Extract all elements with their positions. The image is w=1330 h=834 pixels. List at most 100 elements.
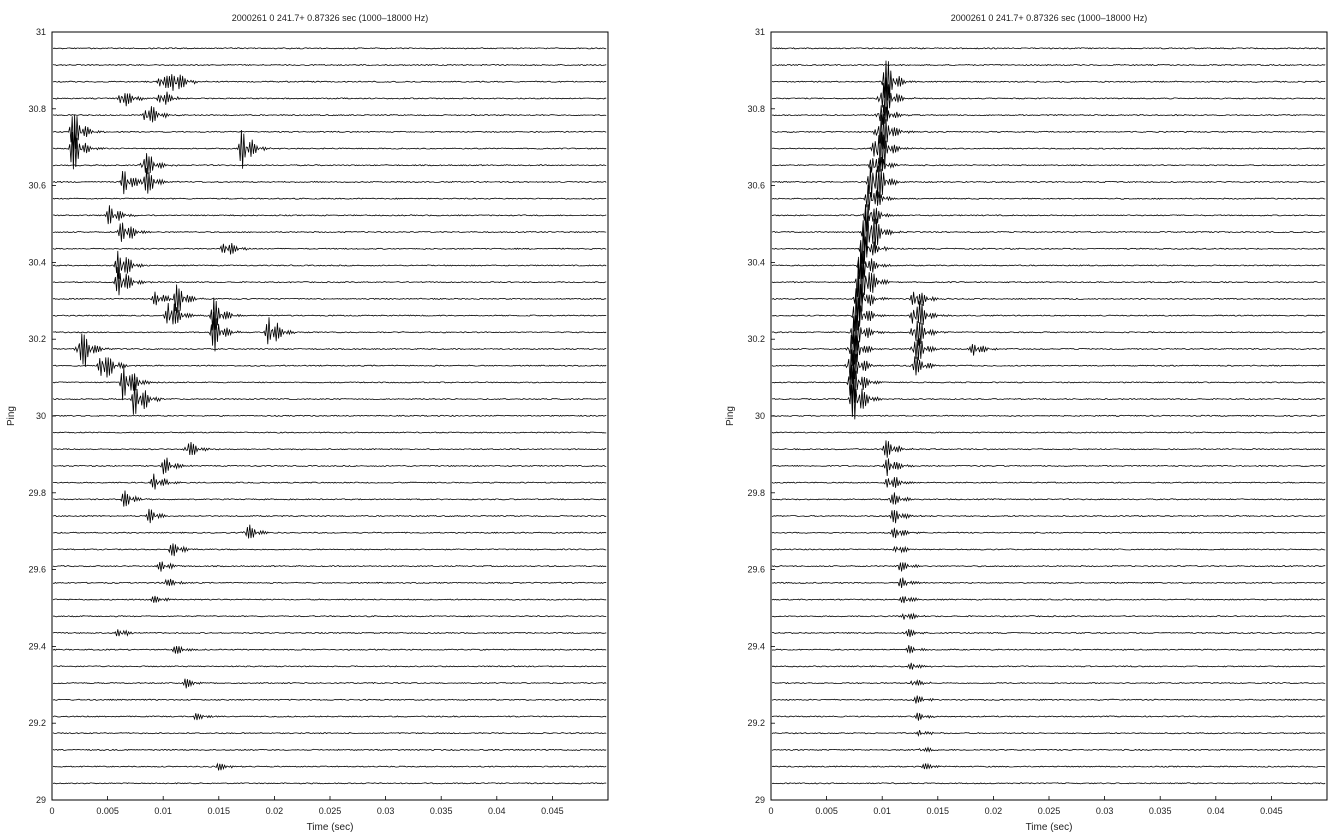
trace-group [52,47,607,785]
trace-line [52,524,607,539]
trace-line [52,284,607,313]
trace-line [771,204,1326,258]
trace-line [771,414,1326,417]
trace-line [771,440,1326,458]
y-tick-label: 29.4 [28,641,46,651]
x-tick-label: 0.025 [319,806,342,816]
trace-line [771,545,1326,554]
y-tick-label: 29.8 [28,488,46,498]
trace-line [52,762,607,771]
trace-group [771,47,1326,785]
trace-line [771,60,1326,101]
trace-line [771,458,1326,477]
y-tick-label: 29.8 [747,488,765,498]
trace-line [771,349,1326,384]
trace-line [771,678,1326,686]
trace-line [771,712,1326,721]
y-axis-label: Ping [725,406,736,426]
trace-line [52,698,607,701]
y-tick-label: 30.8 [747,104,765,114]
trace-line [53,490,607,507]
trace-line [52,91,607,107]
chart-title: 2000261 0 241.7+ 0.87326 sec (1000–18000… [951,13,1147,23]
x-tick-label: 0.03 [1096,806,1114,816]
x-tick-label: 0.04 [1207,806,1225,816]
trace-line [52,357,607,378]
x-tick-label: 0.015 [208,806,231,816]
trace-line [52,595,607,603]
y-tick-label: 31 [755,27,765,37]
trace-line [52,242,607,255]
trace-line [52,106,607,123]
trace-line [771,695,1326,704]
trace-line [771,275,1326,322]
y-tick-label: 29 [755,795,765,805]
trace-line [771,47,1326,50]
trace-line [771,77,1326,120]
trace-line [772,156,1326,173]
y-tick-label: 29.4 [747,641,765,651]
trace-line [771,729,1326,737]
trace-line [771,782,1326,785]
trace-line [52,366,607,401]
x-tick-label: 0.02 [985,806,1003,816]
trace-line [52,431,607,434]
y-tick-label: 30 [755,411,765,421]
trace-line [771,114,1326,150]
trace-line [771,315,1326,352]
trace-line [52,114,607,156]
trace-line [52,197,607,200]
y-tick-label: 29.2 [28,718,46,728]
trace-line [52,615,607,618]
x-axis-label: Time (sec) [307,822,354,833]
trace-line [53,222,607,242]
y-tick-label: 29.6 [28,565,46,575]
y-tick-label: 30.4 [28,257,46,267]
trace-line [52,74,607,91]
y-axis-label: Ping [6,406,17,426]
y-tick-label: 31 [36,27,46,37]
x-tick-label: 0.015 [927,806,950,816]
y-tick-label: 30.6 [747,181,765,191]
trace-line [52,297,607,331]
trace-line [771,204,1326,232]
x-tick-label: 0.04 [488,806,506,816]
x-tick-label: 0.02 [266,806,284,816]
trace-line [771,629,1326,638]
y-tick-label: 30.2 [747,334,765,344]
x-tick-label: 0.005 [96,806,119,816]
y-tick-label: 30.2 [28,334,46,344]
trace-line [53,153,607,175]
trace-line [771,492,1326,505]
trace-line [771,477,1326,488]
trace-line [771,762,1326,770]
trace-line [771,374,1326,420]
y-tick-label: 30.4 [747,257,765,267]
y-tick-label: 30 [36,411,46,421]
y-tick-label: 29.2 [747,718,765,728]
trace-line [52,250,607,279]
trace-line [52,678,607,689]
trace-line [771,104,1326,125]
trace-line [771,645,1326,654]
trace-line [771,562,1326,572]
x-tick-label: 0 [49,806,54,816]
chart-panel-2: 2000261 0 241.7+ 0.87326 sec (1000–18000… [725,13,1328,833]
x-tick-label: 0.01 [873,806,891,816]
trace-line [52,125,607,170]
trace-line [52,205,607,225]
trace-line [771,245,1326,321]
trace-line [771,612,1326,621]
trace-line [52,508,607,524]
y-tick-label: 30.6 [28,181,46,191]
y-tick-label: 30.8 [28,104,46,114]
x-tick-label: 0.03 [377,806,395,816]
trace-line [52,414,607,417]
trace-line [52,47,607,50]
trace-line [52,629,607,637]
trace-line [771,510,1326,524]
trace-line [52,381,607,415]
x-tick-label: 0.005 [815,806,838,816]
trace-line [771,184,1326,211]
